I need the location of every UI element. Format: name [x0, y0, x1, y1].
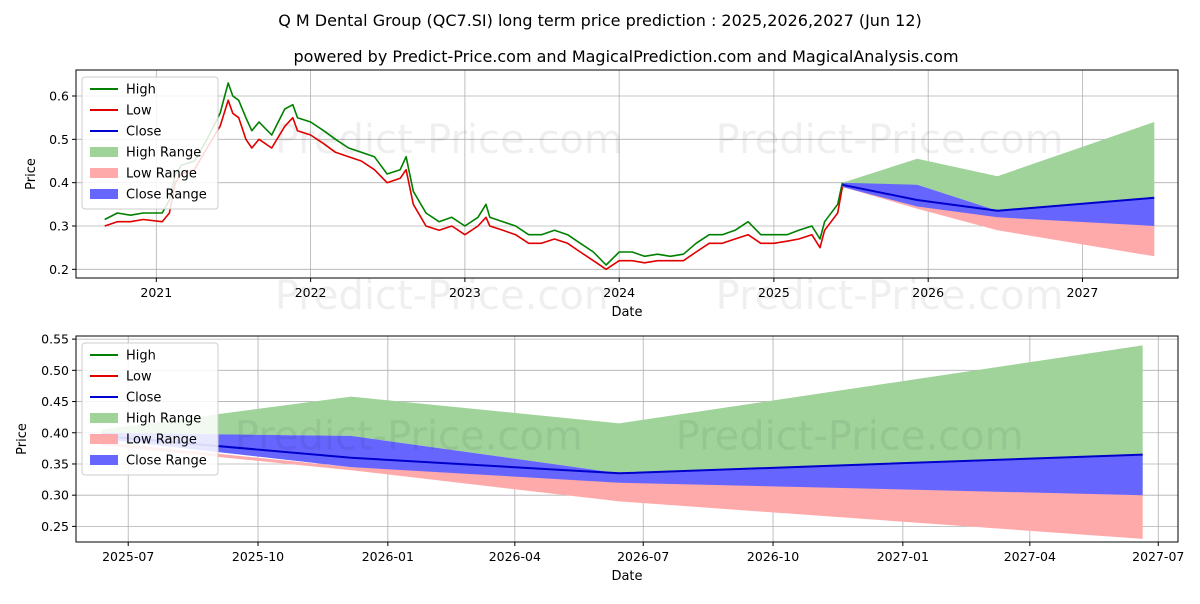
y-tick-label: 0.55 — [41, 332, 69, 347]
legend-swatch-patch — [90, 168, 118, 178]
x-axis-label: Date — [611, 569, 642, 584]
y-tick-label: 0.5 — [49, 132, 69, 147]
low-range-band — [842, 184, 1155, 257]
x-tick-label: 2023 — [449, 285, 481, 300]
high-series-line — [104, 82, 844, 266]
x-tick-label: 2025-07 — [102, 549, 154, 564]
bottom-panel: Predict-Price.com Predict-Price.comPredic… — [15, 332, 1184, 584]
x-tick-label: 2027-07 — [1132, 549, 1184, 564]
x-axis-label: Date — [611, 305, 642, 320]
high-range-band — [842, 122, 1155, 211]
x-tick-label: 2025-10 — [232, 549, 284, 564]
y-axis-label: Price — [15, 423, 30, 455]
legend-label: High — [126, 83, 156, 98]
legend-label: High Range — [126, 412, 201, 427]
legend-label: Low Range — [126, 167, 197, 182]
close-range-band — [842, 182, 1155, 226]
watermark-text: Predict-Price.com — [676, 413, 1024, 459]
y-tick-label: 0.4 — [49, 175, 69, 190]
chart-subtitle: powered by Predict-Price.com and Magical… — [293, 47, 958, 66]
low-range-band — [101, 442, 1143, 539]
legend-label: Close Range — [126, 454, 207, 469]
x-tick-label: 2027 — [1067, 285, 1099, 300]
low-series-line — [104, 99, 844, 271]
chart-title: Q M Dental Group (QC7.SI) long term pric… — [278, 11, 922, 30]
y-tick-label: 0.40 — [41, 425, 69, 440]
legend-swatch-patch — [90, 434, 118, 444]
y-tick-label: 0.30 — [41, 488, 69, 503]
x-tick-label: 2026 — [912, 285, 944, 300]
plot-frame — [75, 69, 1179, 279]
legend-label: Low Range — [126, 433, 197, 448]
x-tick-label: 2027-01 — [877, 549, 929, 564]
x-tick-label: 2022 — [295, 285, 327, 300]
close-forecast-line — [101, 434, 1143, 475]
plot-area: Predict-Price.com Predict-Price.com — [76, 70, 1178, 278]
x-tick-label: 2026-01 — [362, 549, 414, 564]
legend-label: High — [126, 349, 156, 364]
y-tick-label: 0.50 — [41, 363, 69, 378]
y-tick-label: 0.3 — [49, 219, 69, 234]
legend-swatch-patch — [90, 147, 118, 157]
legend-label: Close Range — [126, 188, 207, 203]
legend-label: Low — [126, 104, 152, 119]
legend-swatch-patch — [90, 413, 118, 423]
watermark-text: Predict-Price.com — [716, 117, 1064, 163]
legend-label: Close — [126, 391, 161, 406]
legend-label: Low — [126, 370, 152, 385]
plot-background — [76, 70, 1178, 278]
y-tick-label: 0.6 — [49, 89, 69, 104]
watermark-text: Predict-Price.com — [235, 413, 583, 459]
y-tick-label: 0.35 — [41, 456, 69, 471]
high-range-band — [101, 345, 1143, 474]
legend-label: High Range — [126, 146, 201, 161]
top-panel: Predict-Price.com Predict-Price.comPredic… — [24, 69, 1179, 320]
watermark-text: Predict-Price.com — [275, 117, 623, 163]
x-tick-label: 2027-04 — [1004, 549, 1056, 564]
x-tick-label: 2026-04 — [489, 549, 541, 564]
y-tick-label: 0.25 — [41, 519, 69, 534]
y-axis-label: Price — [24, 158, 39, 190]
y-tick-label: 0.45 — [41, 394, 69, 409]
legend-swatch-patch — [90, 455, 118, 465]
plot-frame — [75, 335, 1179, 543]
legend: High Low Close High Range Low Range Close Ran… — [81, 76, 219, 210]
y-tick-label: 0.2 — [49, 262, 69, 277]
legend: High Low Close High Range Low Range Close Ran… — [81, 342, 219, 476]
close-forecast-line — [842, 183, 1155, 212]
watermark-text: Predict-Price.com — [275, 273, 623, 319]
x-tick-label: 2021 — [140, 285, 172, 300]
x-tick-label: 2025 — [758, 285, 790, 300]
close-range-band — [101, 432, 1143, 496]
x-tick-label: 2026-07 — [617, 549, 669, 564]
x-tick-label: 2024 — [603, 285, 635, 300]
legend-swatch-patch — [90, 189, 118, 199]
x-tick-label: 2026-10 — [747, 549, 799, 564]
plot-area: Predict-Price.com Predict-Price.com — [76, 336, 1178, 542]
legend-label: Close — [126, 125, 161, 140]
